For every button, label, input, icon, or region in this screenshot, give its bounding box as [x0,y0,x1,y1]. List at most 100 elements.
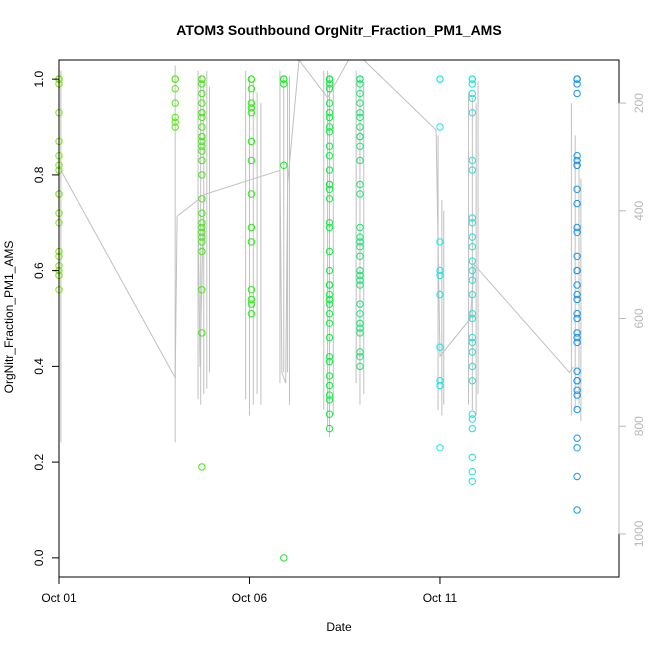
data-point [573,310,581,318]
data-point [436,271,444,280]
data-point [573,295,581,304]
data-point [436,377,444,385]
data-point [573,199,581,208]
data-point [198,113,206,122]
right-axis: 200 400 600 800 1000 [618,93,646,547]
data-point [468,314,476,323]
data-point [573,89,581,98]
data-point [573,185,581,194]
data-point [325,219,334,227]
data-point [325,223,334,232]
data-point [325,266,334,275]
data-point [198,75,206,83]
data-point [573,506,581,514]
data-point [436,444,444,452]
data-point [356,123,364,131]
y-tick-label: 0.6 [32,262,46,279]
data-point [436,123,444,131]
data-point [325,281,334,289]
data-point [356,190,364,198]
data-point [325,109,334,117]
data-point [356,319,364,327]
data-point [325,310,334,318]
data-point [325,247,334,256]
data-point [198,233,206,241]
data-point [171,118,179,126]
data-point [325,424,334,433]
series-2 [198,75,206,471]
data-point [573,281,581,289]
data-point [573,223,581,232]
data-point [573,377,581,385]
y-tick-label: 0.2 [32,453,46,470]
data-point [573,156,581,165]
x-axis-label: Date [326,620,352,634]
data-point [198,109,206,117]
data-point [325,128,334,136]
data-point [325,319,334,327]
data-point [280,161,288,170]
data-point [325,180,334,189]
series-8 [468,75,476,485]
data-point [356,113,364,122]
data-point [468,94,476,103]
data-point [468,233,476,241]
data-point [171,85,179,93]
data-point [247,99,256,107]
data-point [468,453,476,461]
data-point [247,310,256,318]
data-point [325,381,334,390]
data-point [198,329,206,337]
y-tick-label: 0.8 [32,166,46,183]
data-point [247,223,256,232]
data-point [356,252,364,260]
data-point [198,132,206,141]
data-point [356,109,364,117]
data-point [325,391,334,399]
y-tick-label: 0.0 [32,549,46,566]
data-point [356,89,364,98]
data-point [356,281,364,289]
altitude-trace [60,58,582,443]
data-point [356,142,364,150]
data-point [468,362,476,371]
data-point [198,223,206,232]
data-point [198,247,206,256]
data-point [356,156,364,165]
data-point [356,310,364,318]
data-point [247,286,256,294]
series-3 [247,75,256,318]
right-tick-label: 600 [632,308,646,328]
data-point [198,195,206,203]
data-point [573,391,581,399]
data-point [198,123,206,131]
series-1 [171,75,179,131]
right-tick-label: 400 [632,200,646,220]
data-point [198,463,206,471]
data-point [356,329,364,337]
data-point [325,410,334,418]
data-point [356,80,364,88]
data-point [247,104,256,112]
data-point [356,243,364,251]
data-point [573,333,581,342]
data-point [468,333,476,342]
data-point [573,338,581,347]
data-point [436,238,444,246]
data-point [325,75,334,83]
x-axis: Oct 01 Oct 06 Oct 11 [41,576,458,605]
data-point [356,233,364,241]
data-point [573,386,581,394]
data-point [198,99,206,107]
data-point [468,338,476,347]
data-point [356,348,364,356]
data-point [325,166,334,174]
data-point [468,276,476,284]
trace-path [60,58,574,384]
data-point [356,132,364,141]
data-point [468,214,476,222]
data-point [356,324,364,332]
data-point [356,99,364,107]
data-point [198,147,206,155]
